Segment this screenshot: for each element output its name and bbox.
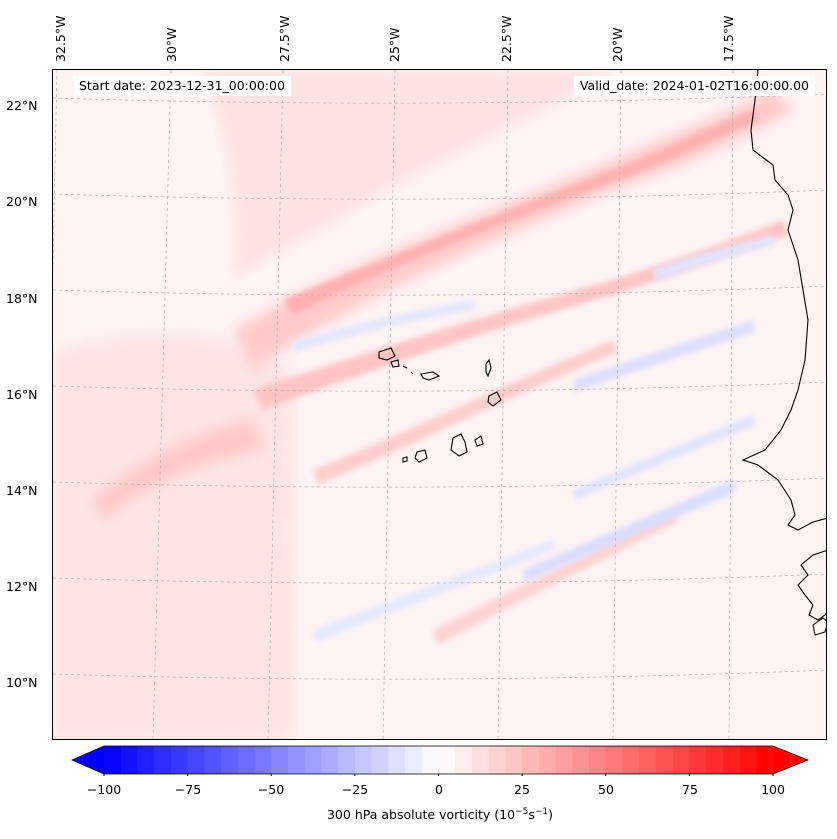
colorbar-tick-label: −50	[257, 782, 285, 797]
colorbar-segment	[120, 746, 138, 774]
latitude-label: 12°N	[6, 579, 38, 594]
colorbar-tick-label: −75	[174, 782, 202, 797]
map-panel	[52, 69, 827, 740]
colorbar-label-exponent: −5	[515, 807, 529, 817]
colorbar-segment	[271, 746, 289, 774]
colorbar-segment	[622, 746, 640, 774]
negative-vorticity-streak	[313, 540, 555, 642]
colorbar-segment	[338, 746, 356, 774]
colorbar-extend-max	[773, 746, 808, 774]
colorbar-segment	[505, 746, 523, 774]
vorticity-band-west-core	[93, 420, 263, 520]
coastline-africa	[741, 70, 826, 531]
colorbar-segment	[438, 746, 456, 774]
colorbar-label-text: 300 hPa absolute vorticity (10	[326, 807, 516, 823]
coastline-africa-south	[797, 550, 826, 621]
colorbar-segment	[354, 746, 373, 774]
colorbar-tick-label: −25	[341, 782, 369, 797]
longitude-label: 25°W	[387, 27, 402, 62]
colorbar-segment	[371, 746, 389, 774]
latitude-label: 22°N	[6, 98, 38, 113]
colorbar-segment	[605, 746, 623, 774]
start-date-label: Start date: 2023-12-31_00:00:00	[73, 76, 291, 96]
colorbar-tick-label: 75	[682, 782, 698, 797]
colorbar-segment	[187, 746, 205, 774]
vorticity-band-south	[313, 340, 618, 485]
longitude-label: 27.5°W	[277, 15, 292, 62]
longitude-label: 22.5°W	[499, 15, 514, 62]
colorbar-segment	[572, 746, 590, 774]
colorbar-segment	[170, 746, 189, 774]
colorbar-segment	[739, 746, 757, 774]
colorbar-tickmarks	[103, 774, 774, 776]
longitude-label: 30°W	[164, 27, 179, 62]
colorbar-segment	[237, 746, 256, 774]
negative-vorticity-streak	[523, 480, 736, 582]
colorbar-label-exponent: −1	[534, 807, 549, 817]
cape-verde-islands	[378, 347, 502, 463]
colorbar-segment	[589, 746, 607, 774]
gridlines	[53, 70, 826, 739]
colorbar-label: 300 hPa absolute vorticity (10−5s−1)	[0, 807, 837, 822]
latitude-label: 18°N	[6, 291, 38, 306]
negative-vorticity-streak	[573, 320, 755, 392]
colorbar-segment	[455, 746, 473, 774]
vorticity-field	[53, 70, 826, 739]
colorbar-segment	[471, 746, 490, 774]
colorbar-tick-label: 50	[598, 782, 614, 797]
valid-date-label: Valid_date: 2024-01-02T16:00:00.00	[573, 76, 815, 96]
colorbar-segment	[689, 746, 707, 774]
vorticity-band-mid	[253, 220, 788, 410]
negative-vorticity-streak	[293, 300, 475, 352]
colorbar	[71, 745, 810, 776]
colorbar-tick-label: 100	[761, 782, 785, 797]
latitude-label: 20°N	[6, 194, 38, 209]
colorbar-segment	[287, 746, 306, 774]
colorbar-segment	[522, 746, 540, 774]
longitude-label: 32.5°W	[53, 15, 68, 62]
colorbar-segment	[488, 746, 506, 774]
colorbar-segment	[388, 746, 406, 774]
colorbar-segment	[405, 746, 423, 774]
colorbar-segment	[706, 746, 724, 774]
colorbar-segment	[722, 746, 741, 774]
colorbar-tick-label: −100	[86, 782, 122, 797]
negative-vorticity-streak	[653, 235, 775, 282]
latitude-label: 16°N	[6, 387, 38, 402]
colorbar-tick-label: 25	[514, 782, 530, 797]
colorbar-segment	[538, 746, 557, 774]
colorbar-segment	[304, 746, 322, 774]
colorbar-segments	[71, 745, 810, 775]
vorticity-band-jet-core	[283, 110, 758, 315]
colorbar-segment	[639, 746, 657, 774]
longitude-label: 17.5°W	[721, 15, 736, 62]
vorticity-band-southeast	[433, 510, 678, 645]
colorbar-segment	[104, 746, 122, 774]
colorbar-segment	[421, 746, 439, 774]
coastline-islands-south	[812, 617, 826, 636]
colorbar-extend-min	[72, 746, 104, 774]
colorbar-segment	[655, 746, 674, 774]
colorbar-tick-label: 0	[435, 782, 443, 797]
colorbar-label-end: )	[548, 807, 553, 823]
latitude-label: 14°N	[6, 483, 38, 498]
colorbar-segment	[756, 746, 774, 774]
latitude-label: 10°N	[6, 675, 38, 690]
colorbar-segment	[204, 746, 222, 774]
colorbar-label-unit: s	[528, 807, 535, 823]
colorbar-segment	[555, 746, 573, 774]
colorbar-segment	[672, 746, 690, 774]
longitude-label: 20°W	[610, 27, 625, 62]
colorbar-segment	[321, 746, 339, 774]
colorbar-segment	[254, 746, 272, 774]
colorbar-segment	[221, 746, 239, 774]
vorticity-band-north	[203, 70, 613, 280]
colorbar-segment	[154, 746, 172, 774]
colorbar-segment	[137, 746, 155, 774]
negative-vorticity-streak	[573, 415, 755, 500]
